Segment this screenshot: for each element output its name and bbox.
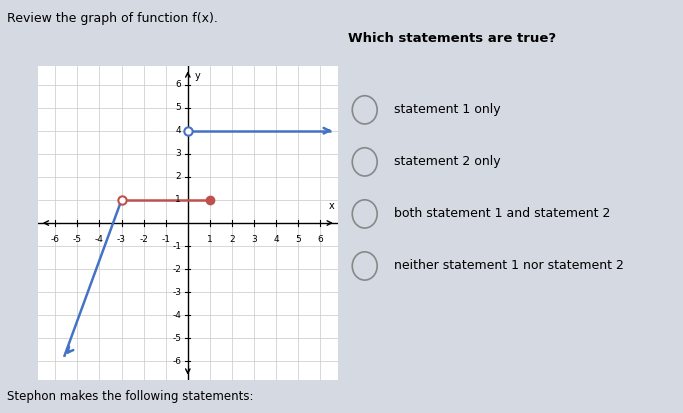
Text: 5: 5 — [296, 235, 301, 244]
Text: -6: -6 — [51, 235, 59, 244]
Text: 3: 3 — [251, 235, 257, 244]
Text: 4: 4 — [176, 126, 181, 135]
Text: neither statement 1 nor statement 2: neither statement 1 nor statement 2 — [394, 259, 624, 273]
Text: -2: -2 — [139, 235, 148, 244]
Text: -1: -1 — [161, 235, 170, 244]
Text: -5: -5 — [73, 235, 82, 244]
Text: 5: 5 — [176, 103, 181, 112]
Text: -6: -6 — [172, 357, 181, 366]
Text: 1: 1 — [207, 235, 213, 244]
Text: -5: -5 — [172, 334, 181, 343]
Text: both statement 1 and statement 2: both statement 1 and statement 2 — [394, 207, 611, 221]
Text: y: y — [195, 71, 200, 81]
Text: -1: -1 — [172, 242, 181, 251]
Text: -4: -4 — [172, 311, 181, 320]
Text: 2: 2 — [176, 172, 181, 181]
Text: Which statements are true?: Which statements are true? — [348, 32, 557, 45]
Text: -3: -3 — [172, 288, 181, 297]
Text: statement 1 only: statement 1 only — [394, 103, 501, 116]
Text: -2: -2 — [172, 265, 181, 274]
Text: -3: -3 — [117, 235, 126, 244]
Text: Review the graph of function f(x).: Review the graph of function f(x). — [7, 12, 218, 25]
Text: Stephon makes the following statements:: Stephon makes the following statements: — [7, 390, 253, 403]
Text: 1: 1 — [176, 195, 181, 204]
Text: 2: 2 — [229, 235, 235, 244]
Text: -4: -4 — [95, 235, 104, 244]
Text: statement 2 only: statement 2 only — [394, 155, 501, 169]
Text: 3: 3 — [176, 149, 181, 158]
Text: 6: 6 — [176, 80, 181, 89]
Text: 4: 4 — [273, 235, 279, 244]
Text: x: x — [329, 202, 335, 211]
Text: 6: 6 — [318, 235, 323, 244]
